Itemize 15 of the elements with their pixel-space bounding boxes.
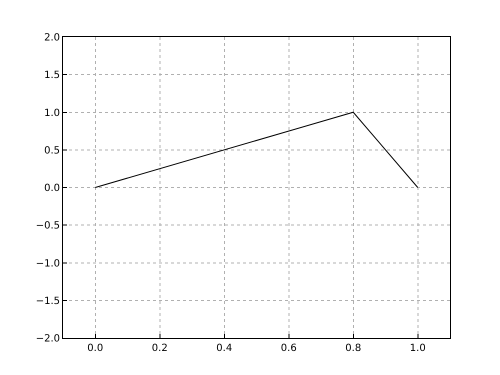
x-tick-label: 0.6 [280,343,297,354]
y-tick-label: −1.0 [36,258,60,270]
x-tick-label: 0.0 [87,343,104,354]
x-tick-label: 1.0 [410,343,426,354]
y-tick-label: 2.0 [44,32,60,44]
y-tick-label: 0.0 [44,183,60,194]
y-tick-label: −1.5 [36,296,60,307]
y-tick-label: −0.5 [36,220,60,232]
x-tick-label: 0.2 [152,343,168,354]
y-tick-label: 1.0 [44,108,60,119]
y-tick-label: 0.5 [44,145,60,156]
y-tick-label: 1.5 [44,70,60,82]
y-tick-label: −2.0 [36,334,60,344]
x-tick-label: 0.8 [345,343,362,354]
x-tick-label: 0.4 [216,343,232,354]
